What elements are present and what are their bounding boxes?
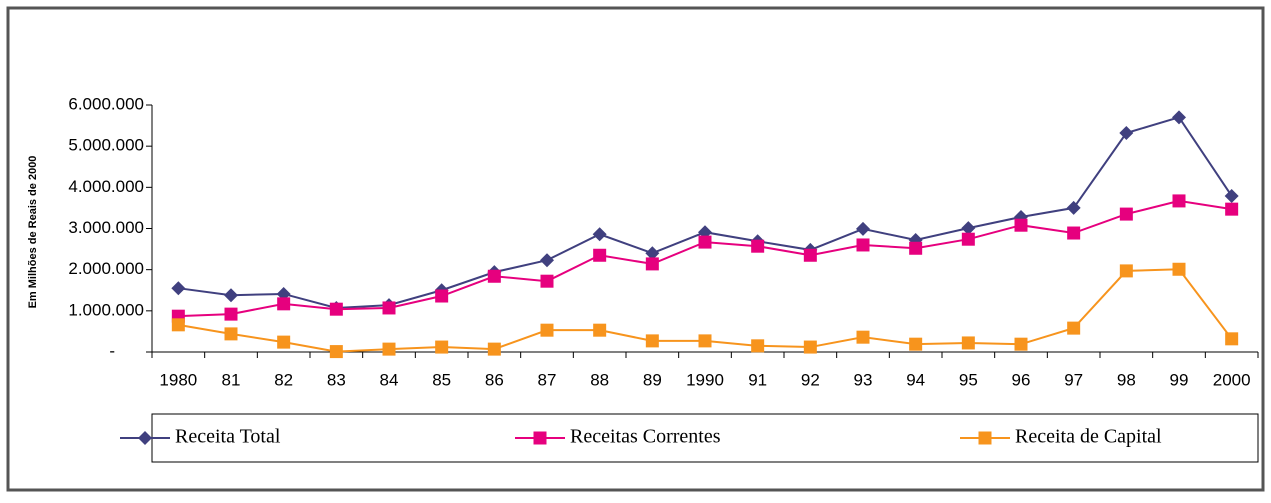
data-point bbox=[1014, 337, 1028, 351]
data-point bbox=[224, 327, 238, 341]
data-point bbox=[224, 307, 238, 321]
x-tick-label: 99 bbox=[1170, 370, 1189, 389]
x-tick-label: 1990 bbox=[686, 370, 724, 389]
data-point bbox=[329, 302, 343, 316]
data-point bbox=[698, 334, 712, 348]
x-tick-label: 82 bbox=[274, 370, 293, 389]
y-tick-label: 2.000.000 bbox=[68, 259, 144, 278]
data-point bbox=[909, 337, 923, 351]
data-point bbox=[435, 289, 449, 303]
data-point bbox=[803, 340, 817, 354]
data-point bbox=[277, 297, 291, 311]
x-tick-label: 87 bbox=[538, 370, 557, 389]
x-tick-label: 86 bbox=[485, 370, 504, 389]
data-point bbox=[540, 274, 554, 288]
y-tick-label: 3.000.000 bbox=[68, 218, 144, 237]
data-point bbox=[856, 221, 870, 236]
data-point bbox=[171, 318, 185, 332]
x-tick-label: 81 bbox=[222, 370, 241, 389]
data-point bbox=[171, 281, 186, 296]
data-point bbox=[751, 239, 765, 253]
data-point bbox=[540, 253, 554, 268]
data-point bbox=[1224, 188, 1239, 203]
data-point bbox=[1225, 202, 1239, 216]
legend-marker bbox=[978, 431, 992, 445]
data-point bbox=[961, 232, 975, 246]
legend-marker bbox=[533, 431, 547, 445]
x-tick-label: 88 bbox=[590, 370, 609, 389]
data-point bbox=[1119, 207, 1133, 221]
y-tick-label: 6.000.000 bbox=[68, 94, 144, 113]
data-point bbox=[961, 336, 975, 350]
x-tick-label: 92 bbox=[801, 370, 820, 389]
y-tick-label: 1.000.000 bbox=[68, 300, 144, 319]
data-point bbox=[1172, 194, 1186, 208]
y-tick-label: 4.000.000 bbox=[68, 177, 144, 196]
x-tick-label: 94 bbox=[906, 370, 925, 389]
data-point bbox=[487, 342, 501, 356]
data-point bbox=[1172, 110, 1186, 125]
data-point bbox=[435, 340, 449, 354]
x-tick-label: 84 bbox=[380, 370, 399, 389]
x-tick-label: 98 bbox=[1117, 370, 1136, 389]
x-tick-label: 83 bbox=[327, 370, 346, 389]
data-point bbox=[751, 339, 765, 353]
data-point bbox=[382, 301, 396, 315]
frame bbox=[6, 6, 1265, 492]
x-tick-label: 93 bbox=[854, 370, 873, 389]
data-point bbox=[909, 241, 923, 255]
x-tick-label: 95 bbox=[959, 370, 978, 389]
data-point bbox=[329, 345, 343, 359]
data-point bbox=[1067, 321, 1081, 335]
data-point bbox=[698, 235, 712, 249]
data-point bbox=[1225, 332, 1239, 346]
data-point bbox=[592, 227, 607, 242]
x-tick-label: 85 bbox=[432, 370, 451, 389]
legend-label: Receita Total bbox=[175, 426, 281, 448]
data-point bbox=[382, 342, 396, 356]
data-point bbox=[645, 334, 659, 348]
data-point bbox=[593, 248, 607, 262]
data-point bbox=[803, 248, 817, 262]
legend-marker bbox=[138, 431, 152, 445]
data-point bbox=[645, 257, 659, 271]
legend-label: Receitas Correntes bbox=[570, 426, 721, 448]
x-tick-label: 89 bbox=[643, 370, 662, 389]
y-axis-title: Em Milhões de Reais de 2000 bbox=[27, 156, 39, 309]
x-tick-label: 96 bbox=[1012, 370, 1031, 389]
data-point bbox=[1119, 125, 1134, 140]
data-point bbox=[1066, 200, 1081, 215]
x-tick-label: 2000 bbox=[1213, 370, 1251, 389]
data-point bbox=[1119, 264, 1133, 278]
data-point bbox=[856, 330, 870, 344]
data-point bbox=[540, 323, 554, 337]
x-tick-label: 1980 bbox=[159, 370, 197, 389]
data-point bbox=[1067, 226, 1081, 240]
x-tick-label: 91 bbox=[748, 370, 767, 389]
data-point bbox=[1172, 262, 1186, 276]
data-point bbox=[856, 238, 870, 252]
data-point bbox=[487, 269, 501, 283]
data-point bbox=[224, 288, 238, 303]
y-tick-label: - bbox=[109, 341, 115, 360]
data-point bbox=[1014, 218, 1028, 232]
data-point bbox=[645, 246, 660, 261]
data-point bbox=[961, 221, 976, 236]
data-point bbox=[277, 335, 291, 349]
x-tick-label: 97 bbox=[1064, 370, 1083, 389]
legend-label: Receita de Capital bbox=[1015, 426, 1162, 448]
y-tick-label: 5.000.000 bbox=[68, 136, 144, 155]
data-point bbox=[593, 323, 607, 337]
